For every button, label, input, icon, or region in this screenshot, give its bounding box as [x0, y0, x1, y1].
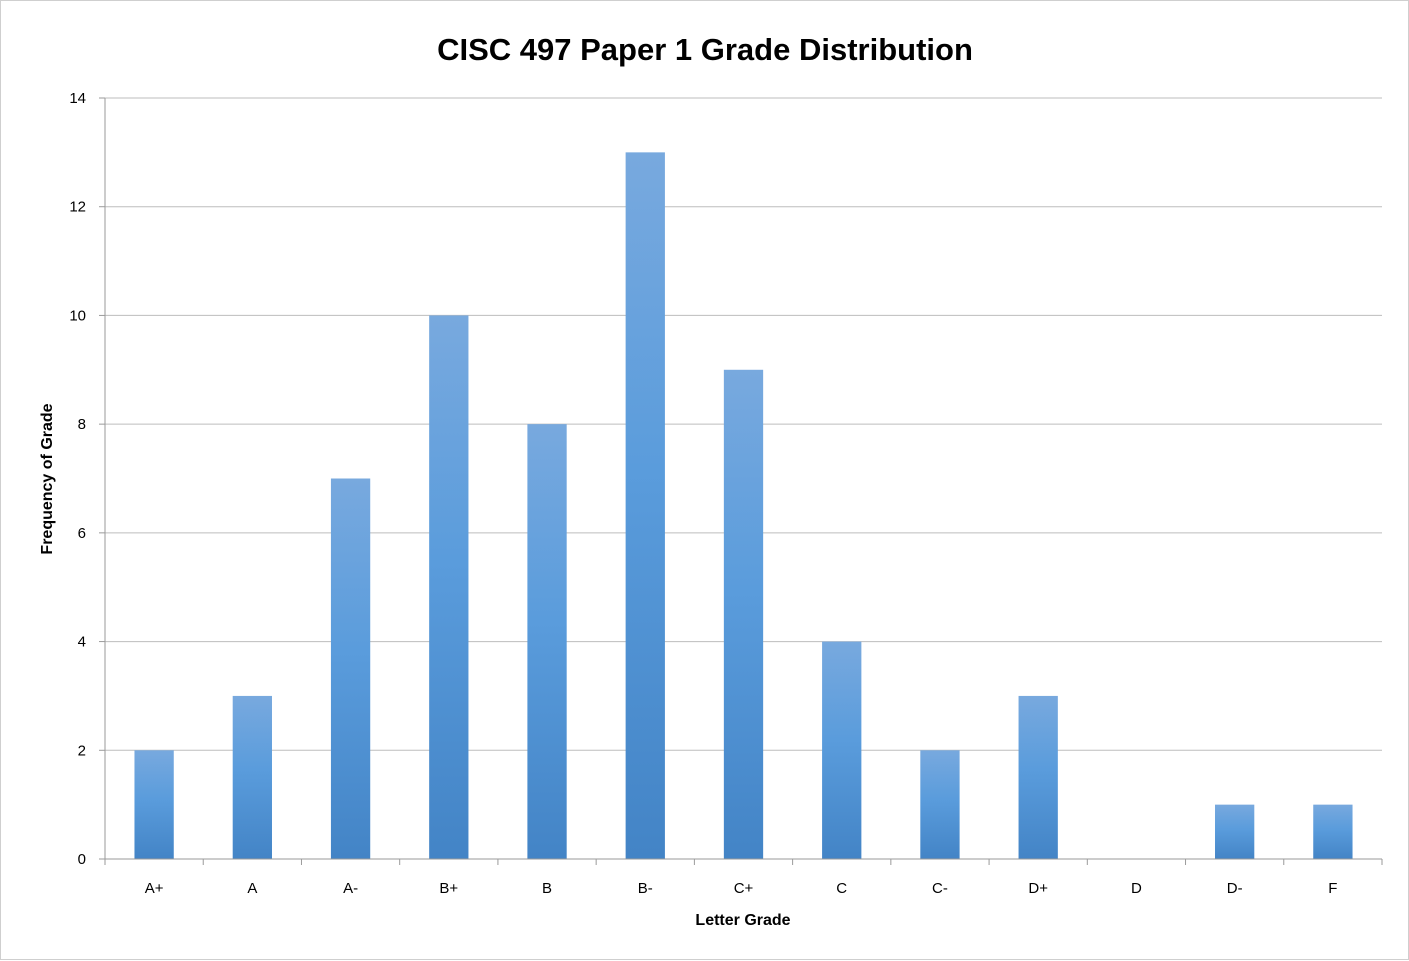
x-tick-labels: A+ A A- B+ B B- C+ C C- D+ D D- F	[145, 880, 1338, 897]
y-tick-labels: 0 2 4 6 8 10 12 14	[69, 90, 86, 868]
bar-F	[1313, 804, 1353, 859]
bar-C	[822, 641, 862, 859]
chart-title: CISC 497 Paper 1 Grade Distribution	[437, 32, 973, 67]
x-tick-label: A-	[343, 880, 358, 897]
axes	[104, 98, 1383, 865]
y-tick-label: 8	[78, 416, 86, 433]
x-tick-label: A+	[145, 880, 164, 897]
x-tick-label: A	[247, 880, 257, 897]
x-tick-label: B-	[638, 880, 653, 897]
x-tick-label: C-	[932, 880, 948, 897]
x-tick-label: D+	[1028, 880, 1048, 897]
x-tick-label: C	[836, 880, 847, 897]
x-tick-label: D-	[1227, 880, 1243, 897]
y-tick-label: 0	[78, 851, 86, 868]
bar-B-	[625, 152, 665, 859]
y-tick-label: 4	[78, 634, 86, 651]
y-axis-title: Frequency of Grade	[39, 403, 56, 554]
x-tick-label: C+	[734, 880, 754, 897]
y-tick-label: 14	[69, 90, 86, 107]
bar-A+	[134, 750, 174, 859]
bar-C+	[723, 369, 764, 859]
bar-A-	[330, 478, 371, 859]
x-tick-label: D	[1131, 880, 1142, 897]
y-tick-label: 12	[69, 199, 86, 216]
bar-D-	[1215, 804, 1255, 859]
bar-C-	[920, 750, 960, 859]
bar-A	[232, 695, 272, 859]
y-tick-label: 10	[69, 307, 86, 324]
bars	[134, 152, 1353, 859]
x-tick-label: F	[1328, 880, 1337, 897]
bar-B+	[429, 315, 469, 859]
bar-D+	[1018, 695, 1058, 859]
x-tick-label: B+	[439, 880, 458, 897]
x-tick-label: B	[542, 880, 552, 897]
bar-B	[527, 424, 567, 859]
y-tick-label: 6	[78, 525, 86, 542]
y-tick-label: 2	[78, 742, 86, 759]
x-axis-title: Letter Grade	[695, 912, 790, 929]
